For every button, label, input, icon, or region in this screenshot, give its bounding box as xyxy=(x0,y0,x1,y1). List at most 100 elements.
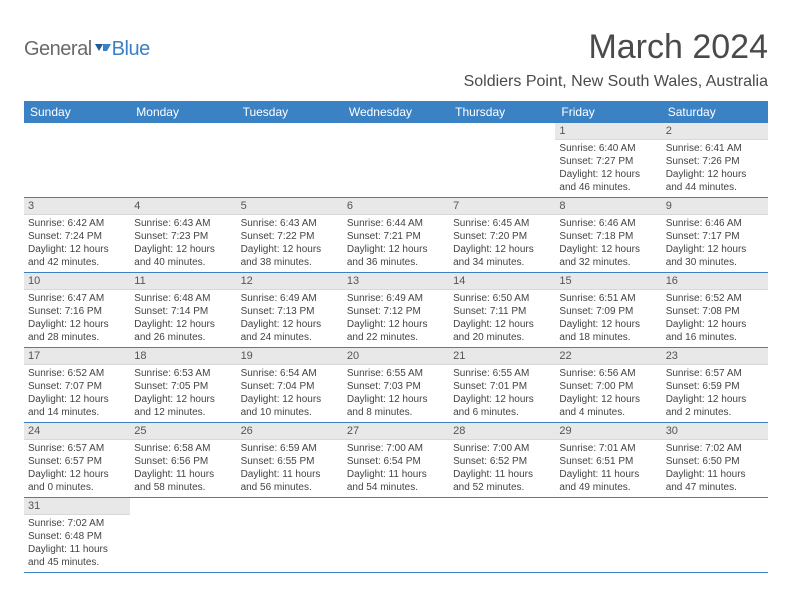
day-details: Sunrise: 6:46 AMSunset: 7:17 PMDaylight:… xyxy=(662,215,768,271)
day-details: Sunrise: 6:51 AMSunset: 7:09 PMDaylight:… xyxy=(555,290,661,346)
day-number: 9 xyxy=(662,198,768,215)
sunset-text: Sunset: 7:14 PM xyxy=(134,305,232,318)
day-details: Sunrise: 6:55 AMSunset: 7:03 PMDaylight:… xyxy=(343,365,449,421)
calendar-day xyxy=(343,498,449,572)
location: Soldiers Point, New South Wales, Austral… xyxy=(464,73,768,91)
day-details: Sunrise: 6:44 AMSunset: 7:21 PMDaylight:… xyxy=(343,215,449,271)
sunset-text: Sunset: 7:12 PM xyxy=(347,305,445,318)
daylight-text: Daylight: 12 hours and 42 minutes. xyxy=(28,243,126,269)
day-header-cell: Saturday xyxy=(662,101,768,123)
sunset-text: Sunset: 7:23 PM xyxy=(134,230,232,243)
day-details: Sunrise: 6:49 AMSunset: 7:12 PMDaylight:… xyxy=(343,290,449,346)
day-details: Sunrise: 6:49 AMSunset: 7:13 PMDaylight:… xyxy=(237,290,343,346)
calendar-day: 22Sunrise: 6:56 AMSunset: 7:00 PMDayligh… xyxy=(555,348,661,422)
day-number: 10 xyxy=(24,273,130,290)
day-number: 27 xyxy=(343,423,449,440)
sunrise-text: Sunrise: 6:52 AM xyxy=(28,367,126,380)
day-header-cell: Thursday xyxy=(449,101,555,123)
day-number: 15 xyxy=(555,273,661,290)
sunrise-text: Sunrise: 6:57 AM xyxy=(28,442,126,455)
day-details: Sunrise: 6:57 AMSunset: 6:57 PMDaylight:… xyxy=(24,440,130,496)
logo: General Blue xyxy=(24,28,150,61)
calendar-day: 7 Sunrise: 6:45 AMSunset: 7:20 PMDaylight… xyxy=(449,198,555,272)
calendar-day: 31Sunrise: 7:02 AMSunset: 6:48 PMDayligh… xyxy=(24,498,130,572)
day-details: Sunrise: 6:53 AMSunset: 7:05 PMDaylight:… xyxy=(130,365,236,421)
sunrise-text: Sunrise: 6:45 AM xyxy=(453,217,551,230)
day-details: Sunrise: 6:52 AMSunset: 7:07 PMDaylight:… xyxy=(24,365,130,421)
sunset-text: Sunset: 6:50 PM xyxy=(666,455,764,468)
sunset-text: Sunset: 7:20 PM xyxy=(453,230,551,243)
day-details: Sunrise: 7:02 AMSunset: 6:50 PMDaylight:… xyxy=(662,440,768,496)
day-details: Sunrise: 6:52 AMSunset: 7:08 PMDaylight:… xyxy=(662,290,768,346)
sunset-text: Sunset: 6:55 PM xyxy=(241,455,339,468)
calendar-day: 2Sunrise: 6:41 AMSunset: 7:26 PMDaylight… xyxy=(662,123,768,197)
calendar-day: 11Sunrise: 6:48 AMSunset: 7:14 PMDayligh… xyxy=(130,273,236,347)
day-number: 7 xyxy=(449,198,555,215)
sunrise-text: Sunrise: 6:44 AM xyxy=(347,217,445,230)
sunrise-text: Sunrise: 7:01 AM xyxy=(559,442,657,455)
sunset-text: Sunset: 6:51 PM xyxy=(559,455,657,468)
daylight-text: Daylight: 12 hours and 24 minutes. xyxy=(241,318,339,344)
calendar-day: 3Sunrise: 6:42 AMSunset: 7:24 PMDaylight… xyxy=(24,198,130,272)
flag-icon xyxy=(94,43,112,57)
day-number: 11 xyxy=(130,273,236,290)
sunset-text: Sunset: 6:57 PM xyxy=(28,455,126,468)
calendar-day: 17Sunrise: 6:52 AMSunset: 7:07 PMDayligh… xyxy=(24,348,130,422)
day-number: 18 xyxy=(130,348,236,365)
sunrise-text: Sunrise: 6:43 AM xyxy=(241,217,339,230)
logo-text-blue: Blue xyxy=(112,38,150,61)
sunset-text: Sunset: 7:09 PM xyxy=(559,305,657,318)
daylight-text: Daylight: 12 hours and 32 minutes. xyxy=(559,243,657,269)
day-header-cell: Sunday xyxy=(24,101,130,123)
day-details: Sunrise: 6:58 AMSunset: 6:56 PMDaylight:… xyxy=(130,440,236,496)
sunset-text: Sunset: 6:56 PM xyxy=(134,455,232,468)
daylight-text: Daylight: 11 hours and 54 minutes. xyxy=(347,468,445,494)
day-details: Sunrise: 6:40 AMSunset: 7:27 PMDaylight:… xyxy=(555,140,661,196)
day-number: 1 xyxy=(555,123,661,140)
daylight-text: Daylight: 12 hours and 22 minutes. xyxy=(347,318,445,344)
day-number: 23 xyxy=(662,348,768,365)
calendar-week: 24Sunrise: 6:57 AMSunset: 6:57 PMDayligh… xyxy=(24,423,768,498)
month-title: March 2024 xyxy=(464,28,768,67)
sunset-text: Sunset: 7:07 PM xyxy=(28,380,126,393)
sunrise-text: Sunrise: 6:49 AM xyxy=(241,292,339,305)
sunset-text: Sunset: 7:22 PM xyxy=(241,230,339,243)
daylight-text: Daylight: 12 hours and 44 minutes. xyxy=(666,168,764,194)
day-number: 8 xyxy=(555,198,661,215)
calendar-day: 27Sunrise: 7:00 AMSunset: 6:54 PMDayligh… xyxy=(343,423,449,497)
daylight-text: Daylight: 11 hours and 49 minutes. xyxy=(559,468,657,494)
calendar-day: 12Sunrise: 6:49 AMSunset: 7:13 PMDayligh… xyxy=(237,273,343,347)
page-header: General Blue March 2024 Soldiers Point, … xyxy=(24,28,768,91)
calendar-week: 1Sunrise: 6:40 AMSunset: 7:27 PMDaylight… xyxy=(24,123,768,198)
daylight-text: Daylight: 11 hours and 56 minutes. xyxy=(241,468,339,494)
day-number: 14 xyxy=(449,273,555,290)
calendar-week: 17Sunrise: 6:52 AMSunset: 7:07 PMDayligh… xyxy=(24,348,768,423)
day-details: Sunrise: 6:43 AMSunset: 7:22 PMDaylight:… xyxy=(237,215,343,271)
day-details: Sunrise: 6:41 AMSunset: 7:26 PMDaylight:… xyxy=(662,140,768,196)
day-number: 4 xyxy=(130,198,236,215)
sunrise-text: Sunrise: 7:00 AM xyxy=(347,442,445,455)
sunrise-text: Sunrise: 6:52 AM xyxy=(666,292,764,305)
sunset-text: Sunset: 7:13 PM xyxy=(241,305,339,318)
daylight-text: Daylight: 12 hours and 2 minutes. xyxy=(666,393,764,419)
day-number: 5 xyxy=(237,198,343,215)
day-number: 31 xyxy=(24,498,130,515)
day-details: Sunrise: 6:42 AMSunset: 7:24 PMDaylight:… xyxy=(24,215,130,271)
calendar-day: 21Sunrise: 6:55 AMSunset: 7:01 PMDayligh… xyxy=(449,348,555,422)
calendar-day: 10Sunrise: 6:47 AMSunset: 7:16 PMDayligh… xyxy=(24,273,130,347)
calendar-day: 9Sunrise: 6:46 AMSunset: 7:17 PMDaylight… xyxy=(662,198,768,272)
sunset-text: Sunset: 7:17 PM xyxy=(666,230,764,243)
calendar-day xyxy=(130,498,236,572)
daylight-text: Daylight: 12 hours and 18 minutes. xyxy=(559,318,657,344)
day-number: 24 xyxy=(24,423,130,440)
sunset-text: Sunset: 6:48 PM xyxy=(28,530,126,543)
day-header-cell: Tuesday xyxy=(237,101,343,123)
day-details: Sunrise: 7:00 AMSunset: 6:52 PMDaylight:… xyxy=(449,440,555,496)
calendar-day xyxy=(237,123,343,197)
day-header-cell: Friday xyxy=(555,101,661,123)
calendar-day: 23Sunrise: 6:57 AMSunset: 6:59 PMDayligh… xyxy=(662,348,768,422)
daylight-text: Daylight: 12 hours and 34 minutes. xyxy=(453,243,551,269)
calendar-day: 24Sunrise: 6:57 AMSunset: 6:57 PMDayligh… xyxy=(24,423,130,497)
daylight-text: Daylight: 12 hours and 20 minutes. xyxy=(453,318,551,344)
daylight-text: Daylight: 11 hours and 58 minutes. xyxy=(134,468,232,494)
